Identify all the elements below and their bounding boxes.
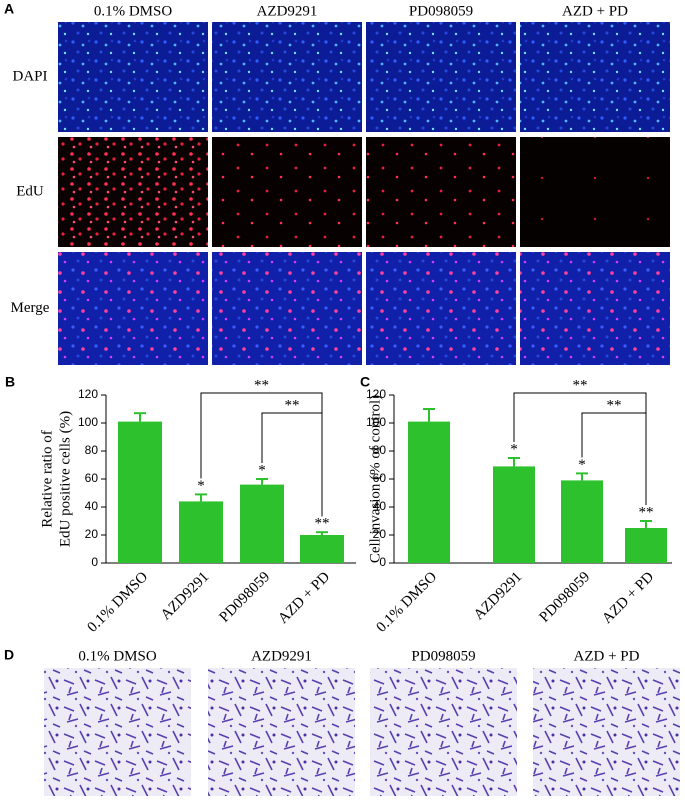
y-tick-label: 0: [379, 555, 386, 569]
bar: [300, 535, 344, 563]
micrograph: [208, 668, 355, 796]
column-header: AZD9291: [251, 648, 312, 664]
micrograph: [212, 137, 362, 247]
significance-mark: **: [639, 504, 654, 520]
micrograph: [366, 137, 516, 247]
micrograph: [58, 252, 208, 365]
x-tick-label: PD098059: [537, 569, 594, 626]
bar: [625, 528, 667, 563]
micrograph: [58, 22, 208, 132]
micrograph: [58, 137, 208, 247]
micrograph: [212, 22, 362, 132]
comparison-label: **: [285, 397, 300, 413]
y-tick-label: 40: [85, 499, 99, 513]
comparison-label: **: [607, 397, 622, 413]
significance-mark: *: [578, 457, 586, 473]
micrograph: [520, 137, 670, 247]
row-label: DAPI: [12, 68, 47, 84]
y-tick-label: 60: [85, 471, 99, 485]
micrograph: [366, 22, 516, 132]
column-header: 0.1% DMSO: [78, 648, 157, 664]
panel-letter: C: [360, 374, 370, 390]
y-tick-label: 120: [78, 387, 98, 401]
x-tick-label: AZD9291: [158, 569, 212, 623]
x-tick-label: PD098059: [217, 569, 274, 626]
micrograph: [366, 252, 516, 365]
bar: [118, 421, 162, 563]
column-header: AZD + PD: [562, 3, 628, 19]
column-header: AZD + PD: [574, 648, 640, 664]
column-header: PD098059: [409, 3, 473, 19]
y-axis-label: EdU positive cells (%): [57, 411, 73, 547]
x-tick-label: AZD + PD: [275, 569, 333, 627]
comparison-label: **: [573, 377, 588, 393]
column-header: 0.1% DMSO: [94, 3, 173, 19]
y-tick-label: 100: [366, 415, 386, 429]
x-tick-label: AZD + PD: [599, 569, 657, 627]
micrograph: [533, 668, 680, 796]
y-axis-label: Cell invasion (% of control): [367, 395, 383, 563]
y-tick-label: 80: [85, 443, 99, 457]
comparison-label: **: [254, 377, 269, 393]
significance-mark: *: [510, 441, 518, 457]
micrograph: [520, 252, 670, 365]
column-header: PD098059: [411, 648, 475, 664]
y-tick-label: 20: [373, 527, 387, 541]
bar: [240, 484, 284, 563]
micrograph: [212, 252, 362, 365]
comparison-bracket: [581, 412, 647, 505]
x-tick-label: 0.1% DMSO: [374, 569, 441, 636]
y-axis-label: Relative ratio of: [39, 430, 55, 527]
column-header: AZD9291: [257, 3, 318, 19]
x-tick-label: AZD9291: [471, 569, 525, 623]
row-label: EdU: [16, 183, 44, 199]
row-label: Merge: [11, 300, 50, 316]
bar: [561, 480, 603, 563]
y-tick-label: 20: [85, 527, 99, 541]
x-tick-label: 0.1% DMSO: [85, 569, 152, 636]
panel-letter: B: [5, 374, 15, 390]
bar: [179, 501, 223, 563]
significance-mark: *: [197, 478, 205, 494]
bar: [493, 466, 535, 563]
y-tick-label: 120: [366, 387, 386, 401]
micrograph: [44, 668, 191, 796]
y-tick-label: 60: [373, 471, 387, 485]
bar: [408, 421, 450, 563]
comparison-bracket: [261, 412, 323, 517]
panel-letter: A: [4, 1, 14, 17]
y-tick-label: 40: [373, 499, 387, 513]
y-tick-label: 100: [78, 415, 98, 429]
significance-mark: **: [315, 516, 330, 532]
panel-letter: D: [4, 647, 14, 663]
micrograph: [370, 668, 517, 796]
micrograph: [520, 22, 670, 132]
y-tick-label: 0: [91, 555, 98, 569]
significance-mark: *: [258, 462, 266, 478]
y-tick-label: 80: [373, 443, 387, 457]
